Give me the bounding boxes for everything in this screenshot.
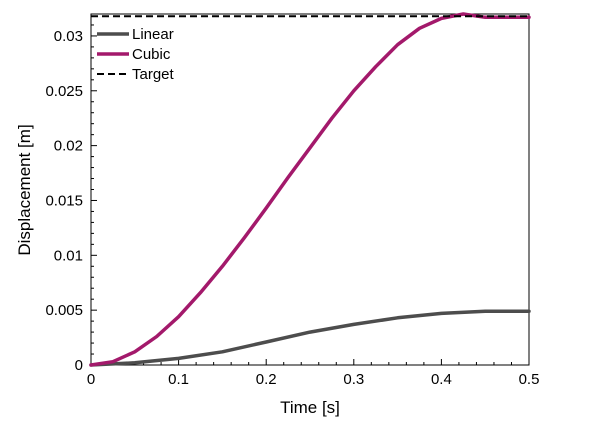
y-tick-label: 0.015 — [45, 192, 83, 209]
legend-label-target: Target — [132, 66, 175, 83]
legend-label-linear: Linear — [132, 26, 174, 43]
x-tick-label: 0.2 — [256, 371, 277, 388]
plot-area — [90, 13, 530, 366]
x-tick-label: 0.1 — [168, 371, 189, 388]
y-axis-label: Displacement [m] — [15, 124, 34, 255]
y-tick-label: 0.005 — [45, 302, 83, 319]
x-tick-label: 0 — [87, 371, 95, 388]
x-axis-ticks: 0 0.1 0.2 0.3 0.4 0.5 — [87, 359, 540, 388]
legend-label-cubic: Cubic — [132, 46, 171, 63]
series-line-linear — [89, 309, 531, 367]
legend: Linear Cubic Target — [97, 26, 175, 83]
x-tick-label: 0.5 — [519, 371, 540, 388]
x-tick-label: 0.3 — [343, 371, 364, 388]
y-tick-label: 0 — [75, 357, 83, 374]
series-line-cubic — [89, 12, 531, 367]
y-tick-label: 0.02 — [54, 138, 83, 155]
series-layer — [89, 12, 531, 367]
y-tick-label: 0.03 — [54, 28, 83, 45]
y-tick-label: 0.01 — [54, 247, 83, 264]
x-axis-label: Time [s] — [280, 398, 340, 417]
x-tick-label: 0.4 — [431, 371, 452, 388]
y-tick-label: 0.025 — [45, 83, 83, 100]
y-axis-ticks: 0 0.005 0.01 0.015 0.02 0.025 0.03 — [45, 13, 97, 374]
